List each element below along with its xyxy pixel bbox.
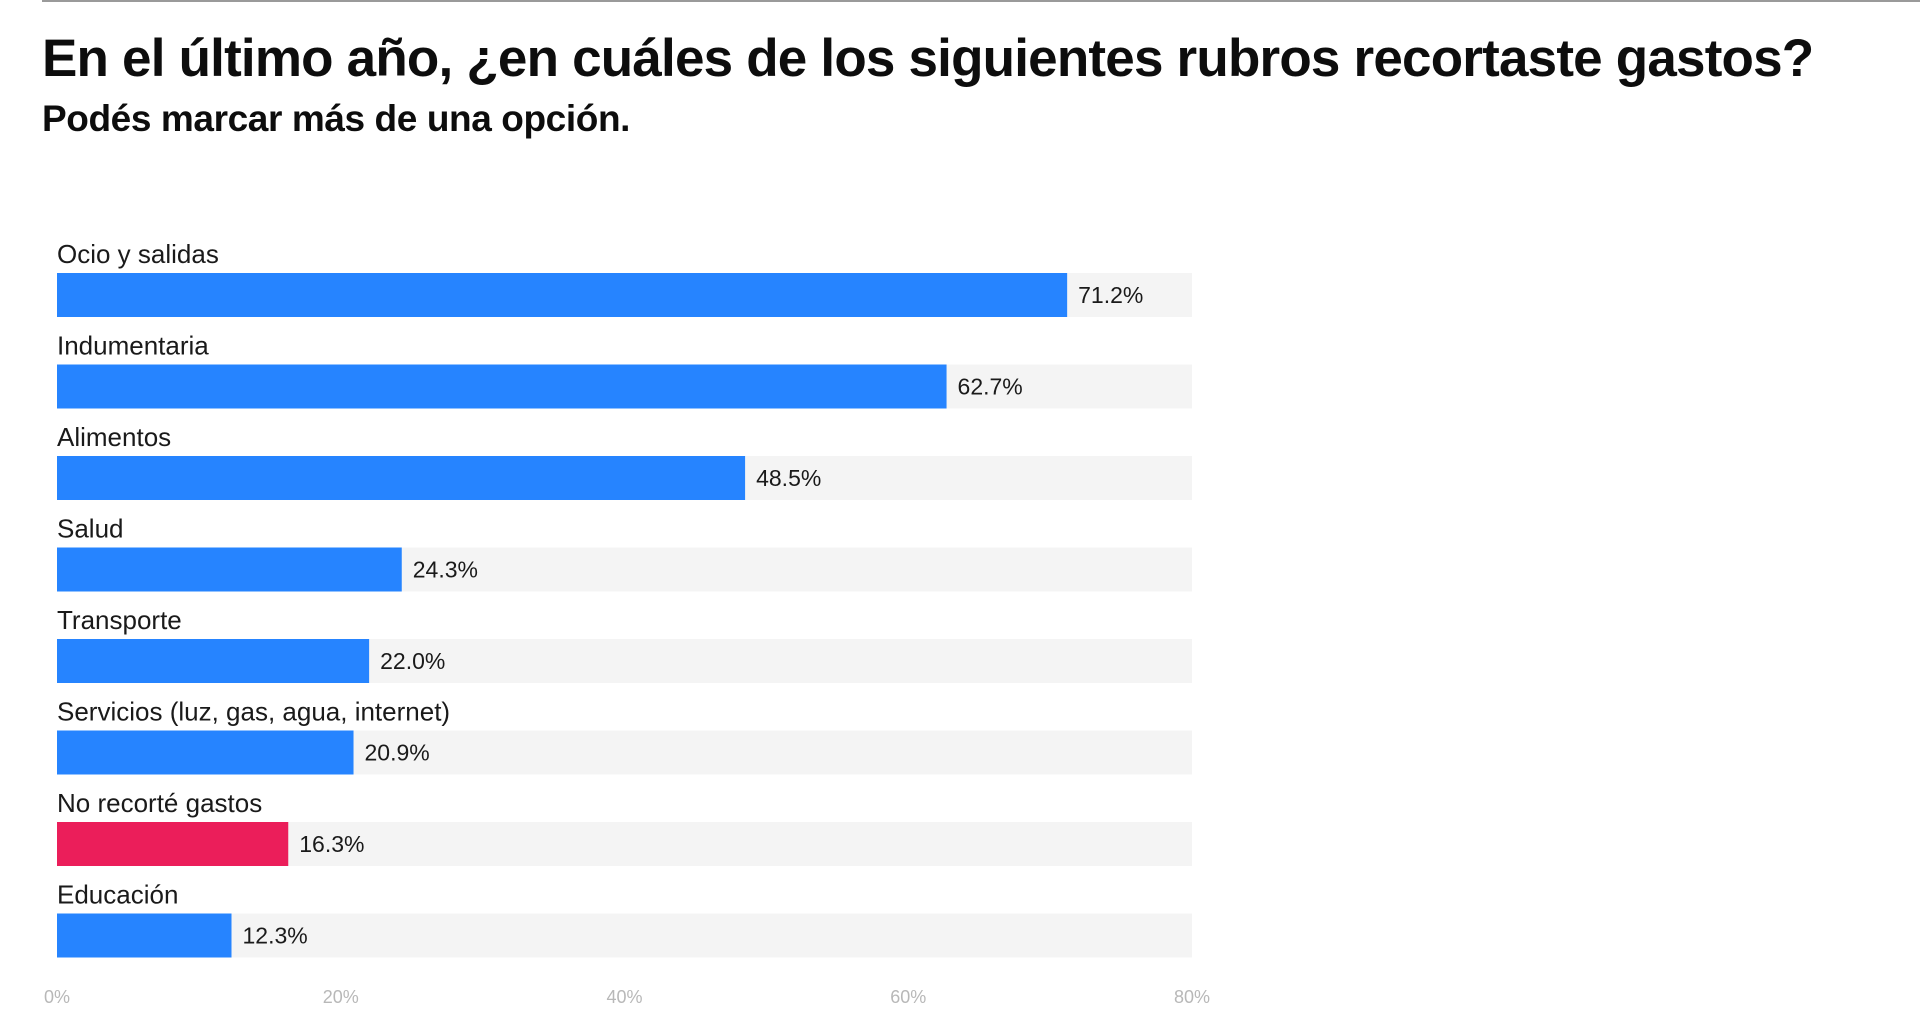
category-label: Alimentos — [57, 422, 171, 452]
x-tick-label: 40% — [606, 987, 642, 1007]
chart-subtitle: Podés marcar más de una opción. — [42, 98, 631, 139]
value-label: 20.9% — [365, 740, 430, 766]
bar — [57, 273, 1068, 317]
x-tick-label: 0% — [44, 987, 70, 1007]
bar-row: Salud 24.3% — [57, 514, 1192, 592]
category-label: Servicios (luz, gas, agua, internet) — [57, 697, 450, 727]
chart-title: En el último año, ¿en cuáles de los sigu… — [42, 29, 1814, 88]
bar — [57, 456, 746, 500]
value-label: 62.7% — [958, 374, 1023, 400]
value-label: 16.3% — [299, 831, 364, 857]
category-label: No recorté gastos — [57, 788, 262, 818]
value-label: 12.3% — [243, 923, 308, 949]
bar-row: No recorté gastos 16.3% — [57, 788, 1192, 866]
bar — [57, 639, 370, 683]
bar-track — [57, 913, 1192, 958]
bar — [57, 913, 232, 958]
bar-row: Indumentaria 62.7% — [57, 331, 1192, 409]
bar-row: Transporte 22.0% — [57, 605, 1192, 683]
bar — [57, 730, 354, 775]
value-label: 22.0% — [380, 648, 445, 674]
category-label: Indumentaria — [57, 331, 209, 361]
top-rule — [42, 0, 1920, 2]
value-label: 48.5% — [756, 465, 821, 491]
category-label: Transporte — [57, 605, 182, 635]
value-label: 24.3% — [413, 557, 478, 583]
category-label: Salud — [57, 514, 124, 544]
bar-highlight — [57, 822, 289, 866]
bar — [57, 364, 947, 409]
bar-row: Alimentos 48.5% — [57, 422, 1192, 500]
x-tick-label: 80% — [1174, 987, 1210, 1007]
x-tick-label: 60% — [890, 987, 926, 1007]
value-label: 71.2% — [1078, 282, 1143, 308]
category-label: Ocio y salidas — [57, 239, 219, 269]
x-tick-label: 20% — [323, 987, 359, 1007]
bar-row: Ocio y salidas 71.2% — [57, 239, 1192, 317]
bar-row: Educación 12.3% — [57, 880, 1192, 958]
x-axis: 0% 20% 40% 60% 80% — [44, 987, 1210, 1007]
bar — [57, 547, 402, 592]
bar-row: Servicios (luz, gas, agua, internet) 20.9… — [57, 697, 1192, 775]
category-label: Educación — [57, 880, 178, 910]
